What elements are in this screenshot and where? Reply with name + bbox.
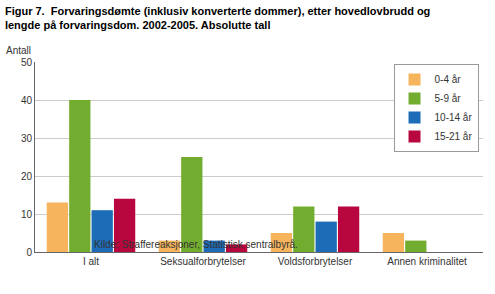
svg-text:50: 50 bbox=[21, 57, 33, 68]
svg-text:Seksualforbrytelser: Seksualforbrytelser bbox=[160, 256, 246, 267]
svg-text:Kilde: Straffereaksjoner, Stat: Kilde: Straffereaksjoner, Statistisk sen… bbox=[94, 239, 298, 250]
svg-text:I alt: I alt bbox=[83, 256, 99, 267]
svg-text:0: 0 bbox=[26, 247, 32, 258]
svg-text:5-9 år: 5-9 år bbox=[435, 93, 462, 104]
svg-text:Annen kriminalitet: Annen kriminalitet bbox=[387, 256, 467, 267]
svg-text:Figur 7. Forvaringsdømte (ink: Figur 7. Forvaringsdømte (inklusiv konve… bbox=[5, 5, 430, 31]
svg-text:20: 20 bbox=[21, 171, 33, 182]
svg-text:0-4 år: 0-4 år bbox=[435, 74, 462, 85]
svg-text:Voldsforbrytelser: Voldsforbrytelser bbox=[278, 256, 353, 267]
svg-text:15-21 år: 15-21 år bbox=[435, 131, 473, 142]
svg-text:40: 40 bbox=[21, 95, 33, 106]
svg-text:Antall: Antall bbox=[6, 45, 31, 56]
svg-text:10: 10 bbox=[21, 209, 33, 220]
svg-text:30: 30 bbox=[21, 133, 33, 144]
svg-text:10-14 år: 10-14 år bbox=[435, 112, 473, 123]
